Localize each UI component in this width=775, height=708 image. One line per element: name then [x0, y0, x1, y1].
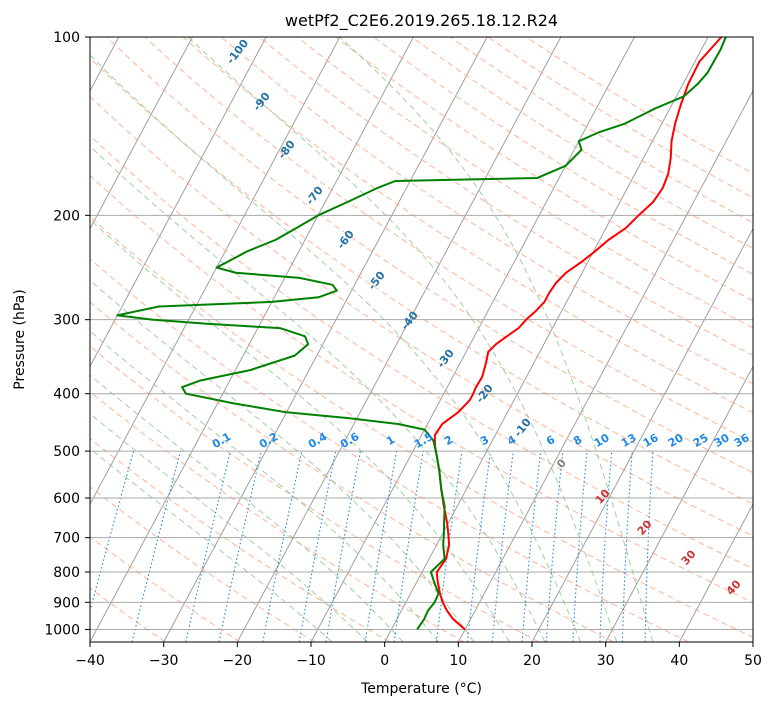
moist-adiabat-line: [90, 279, 475, 642]
plot-frame: [89, 36, 754, 643]
isotherm-line: [384, 37, 709, 642]
y-tick-label: 700: [53, 531, 80, 547]
dry-adiabat-line: [90, 391, 465, 642]
mixing-ratio-line: [185, 450, 231, 642]
dry-adiabat-line: [90, 258, 689, 642]
isotherm-line: [90, 37, 193, 230]
mixing-ratio-line: [131, 450, 181, 642]
isotherm-line: [310, 37, 635, 642]
isotherm-line: [605, 365, 753, 642]
isotherm-line: [531, 227, 753, 642]
x-tick-label: −10: [296, 653, 326, 669]
mixing-ratio-line: [325, 450, 361, 642]
x-axis: −40 −30 −20 −10 0 10 20 30 40 50: [75, 642, 762, 669]
dry-adiabat-line: [90, 95, 753, 537]
dry-adiabat-line: [220, 37, 753, 385]
moist-adiabat-line: [187, 37, 618, 642]
isotherm-line: [678, 503, 753, 642]
y-tick-label: 500: [53, 444, 80, 460]
moist-adiabat-line: [90, 219, 510, 642]
moist-adiabat-line: [90, 413, 369, 642]
mixing-ratio-line: [364, 451, 398, 642]
dry-adiabat-line: [90, 216, 753, 638]
y-axis-label: Pressure (hPa): [12, 289, 28, 389]
sounding-profiles: [116, 37, 727, 631]
x-tick-label: 40: [670, 653, 688, 669]
x-tick-label: 20: [523, 653, 541, 669]
moist-adiabat-line: [90, 54, 582, 642]
y-tick-label: 600: [53, 491, 80, 507]
mixing-ratio-line: [298, 450, 337, 642]
y-tick-label: 900: [53, 595, 80, 611]
isotherm-line: [236, 37, 562, 642]
dry-adiabat-line: [297, 37, 753, 329]
dewpoint-line: [116, 37, 727, 631]
moist-adiabat-line: [90, 374, 404, 642]
isotherm-line: [90, 37, 267, 368]
dry-adiabat-line: [373, 37, 753, 275]
y-tick-label: 100: [53, 30, 80, 46]
pressure-gridlines: [90, 37, 753, 630]
y-tick-label: 1000: [44, 622, 80, 638]
x-tick-label: −20: [223, 653, 253, 669]
moist-adiabat-line: [90, 145, 546, 642]
moist-adiabat-line: [90, 447, 333, 642]
isotherm-line: [90, 37, 414, 642]
x-tick-label: 0: [380, 653, 389, 669]
mixing-ratio-line: [466, 451, 492, 642]
dry-adiabat-line: [90, 135, 753, 570]
y-axis: 1000 900 800 700 600 500 400 300 200 100: [44, 30, 90, 638]
background-lines: [90, 37, 753, 642]
x-tick-label: −40: [75, 653, 105, 669]
dry-adiabat-line: [335, 37, 753, 302]
dry-adiabat-line: [90, 345, 540, 642]
chart-title: wetPf2_C2E6.2019.265.18.12.R24: [285, 11, 558, 31]
x-tick-label: 30: [597, 653, 615, 669]
isotherm-line: [90, 37, 341, 506]
y-tick-label: 300: [53, 313, 80, 329]
moist-adiabat-line: [90, 330, 439, 642]
y-tick-label: 400: [53, 387, 80, 403]
x-tick-label: 50: [744, 653, 762, 669]
dry-adiabat-line: [90, 536, 241, 642]
x-tick-label: −30: [149, 653, 179, 669]
dry-adiabat-line: [258, 37, 753, 356]
mixing-ratio-line: [262, 450, 303, 642]
moist-adiabat-line: [339, 37, 654, 642]
isotherm-line: [457, 89, 753, 642]
dry-adiabat-line: [90, 486, 315, 642]
dry-adiabat-line: [90, 175, 753, 604]
mixing-ratio-line: [218, 450, 262, 642]
x-tick-label: 10: [449, 653, 467, 669]
temperature-line: [433, 37, 723, 631]
y-tick-label: 200: [53, 208, 80, 224]
x-axis-label: Temperature (°C): [360, 681, 482, 697]
mixing-ratio-line: [393, 451, 424, 642]
y-tick-label: 800: [53, 565, 80, 581]
